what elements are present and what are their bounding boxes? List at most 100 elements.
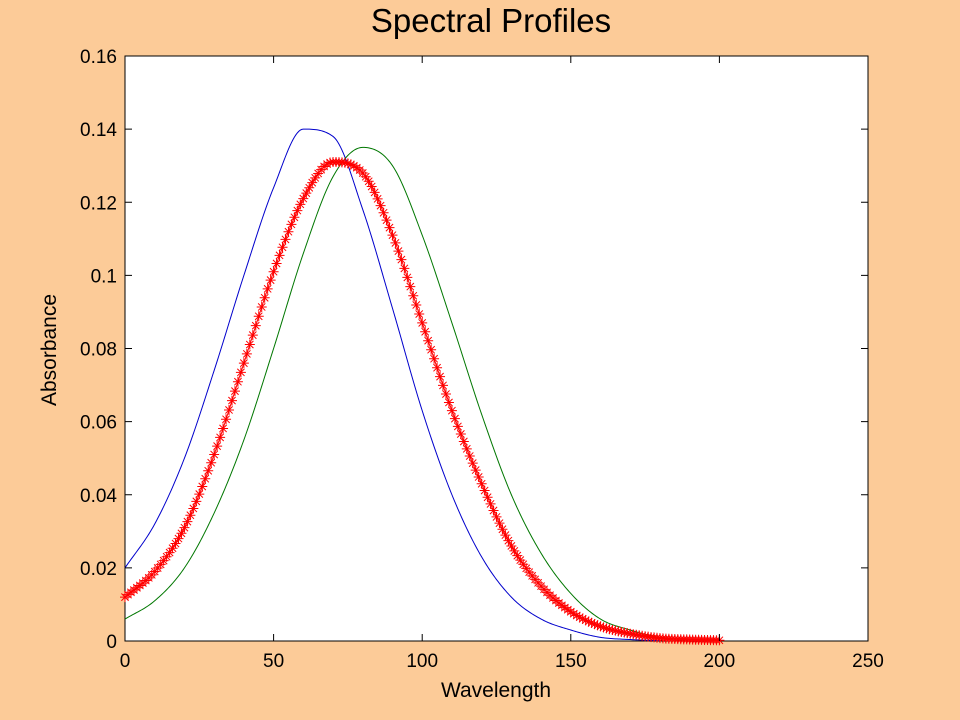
green-series-line-path xyxy=(124,146,720,642)
data-point xyxy=(283,226,294,237)
data-point xyxy=(601,623,612,634)
data-point xyxy=(215,432,226,443)
data-point xyxy=(322,159,333,170)
data-point xyxy=(482,492,493,503)
data-point xyxy=(226,395,237,406)
x-tick-label: 0 xyxy=(120,651,131,672)
data-point xyxy=(512,550,523,561)
y-tick-label: 0.08 xyxy=(80,340,117,361)
data-point xyxy=(432,362,443,373)
data-point xyxy=(176,528,187,539)
data-point xyxy=(449,413,460,424)
data-point xyxy=(562,604,573,615)
data-point xyxy=(476,478,487,489)
x-tick-label: 50 xyxy=(263,651,284,672)
data-point xyxy=(372,193,383,204)
data-point xyxy=(155,559,166,570)
data-point xyxy=(524,567,535,578)
data-point xyxy=(203,465,214,476)
data-point xyxy=(571,610,582,621)
data-point xyxy=(503,535,514,546)
data-point xyxy=(390,237,401,248)
data-point xyxy=(164,547,175,558)
data-point xyxy=(568,608,579,619)
data-point xyxy=(387,230,398,241)
green-series-line xyxy=(124,146,720,642)
data-point xyxy=(200,473,211,484)
data-point xyxy=(613,626,624,637)
x-axis-label: Wavelength xyxy=(441,679,551,702)
data-point xyxy=(247,330,258,341)
data-point xyxy=(206,457,217,468)
data-point xyxy=(310,172,321,183)
data-point xyxy=(619,627,630,638)
data-point xyxy=(244,339,255,350)
data-point xyxy=(232,376,243,387)
data-point xyxy=(238,358,249,369)
data-point xyxy=(197,481,208,492)
y-tick-label: 0.1 xyxy=(91,266,117,287)
data-point xyxy=(357,168,368,178)
x-tick-label: 250 xyxy=(852,651,884,672)
data-point xyxy=(452,421,463,432)
blue-series-line-path xyxy=(124,128,660,642)
data-point xyxy=(488,505,499,516)
data-point xyxy=(556,600,567,611)
data-point xyxy=(589,619,600,630)
y-tick-label: 0.14 xyxy=(80,120,117,141)
data-point xyxy=(580,615,591,626)
data-point xyxy=(586,617,597,628)
data-point xyxy=(307,177,318,188)
data-point xyxy=(301,188,312,199)
data-point xyxy=(345,159,356,170)
data-point xyxy=(224,404,235,415)
data-point xyxy=(497,524,508,535)
data-point xyxy=(604,624,615,635)
data-point xyxy=(399,263,410,274)
data-point xyxy=(378,207,389,218)
data-point xyxy=(286,219,297,230)
data-point xyxy=(158,555,169,566)
data-point xyxy=(411,299,422,310)
data-point xyxy=(628,629,639,640)
data-point xyxy=(625,628,636,639)
data-point xyxy=(616,626,627,637)
data-point xyxy=(292,205,303,216)
data-point xyxy=(461,443,472,454)
data-point xyxy=(595,621,606,632)
plot-area xyxy=(124,55,869,642)
data-point xyxy=(426,344,437,355)
y-tick-label: 0.12 xyxy=(80,193,117,214)
data-point xyxy=(348,160,359,171)
data-point xyxy=(360,171,371,182)
data-point xyxy=(342,158,353,169)
data-point xyxy=(298,193,309,204)
data-point xyxy=(610,625,621,636)
data-point xyxy=(179,522,190,533)
data-point xyxy=(485,498,496,509)
data-point xyxy=(167,543,178,554)
data-point xyxy=(467,458,478,469)
y-tick-label: 0.04 xyxy=(80,486,117,507)
data-point xyxy=(375,200,386,211)
data-point xyxy=(470,465,481,476)
data-point xyxy=(408,290,419,301)
data-point xyxy=(464,451,475,462)
series-layer xyxy=(120,128,725,646)
data-point xyxy=(363,176,374,187)
data-point xyxy=(173,533,184,544)
data-point xyxy=(515,555,526,566)
chart-title: Spectral Profiles xyxy=(371,2,611,39)
data-point xyxy=(128,585,139,596)
data-point xyxy=(161,551,172,562)
x-tick-label: 100 xyxy=(406,651,438,672)
data-point xyxy=(253,311,264,322)
red-series-line xyxy=(120,157,725,646)
data-point xyxy=(402,272,413,283)
data-point xyxy=(268,266,279,277)
data-point xyxy=(381,215,392,226)
data-point xyxy=(250,320,261,331)
data-point xyxy=(209,449,220,460)
data-point xyxy=(262,283,273,294)
data-point xyxy=(458,436,469,447)
